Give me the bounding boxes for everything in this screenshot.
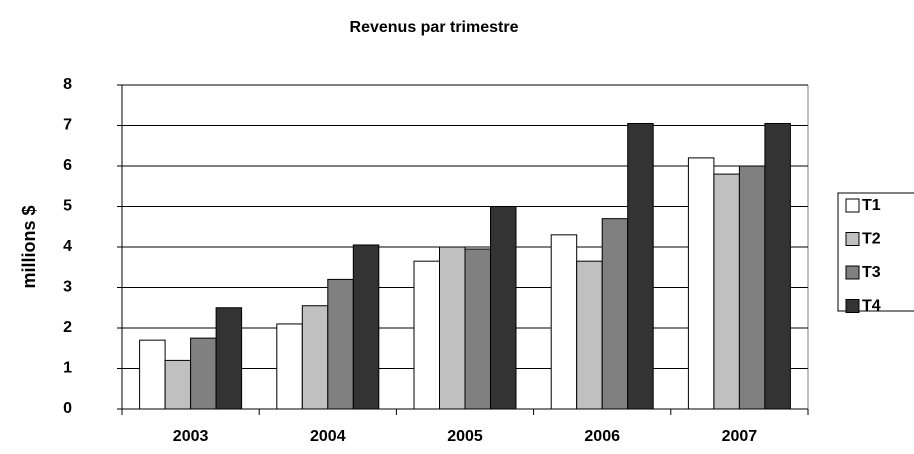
bar (738, 165, 766, 410)
bar (190, 337, 217, 410)
bar (713, 173, 740, 410)
bar (490, 206, 517, 410)
y-tick-label: 2 (63, 319, 72, 336)
y-tick-label: 1 (63, 360, 72, 377)
bar (764, 122, 791, 410)
bar (576, 260, 603, 410)
bar (301, 305, 329, 410)
bar (352, 244, 380, 410)
y-tick-label: 3 (63, 279, 72, 296)
x-tick-label: 2004 (310, 428, 346, 445)
x-tick-label: 2007 (722, 428, 758, 445)
bar (601, 218, 629, 410)
bar (164, 359, 192, 410)
x-tick-label: 2006 (584, 428, 620, 445)
bar (627, 122, 654, 410)
legend-swatch (845, 198, 860, 213)
legend-box (837, 192, 914, 312)
bar (139, 339, 166, 410)
legend-label: T4 (862, 298, 881, 315)
legend-swatch (845, 265, 860, 280)
legend-label: T2 (862, 231, 881, 248)
bar (550, 234, 578, 410)
y-tick-label: 6 (63, 157, 72, 174)
y-tick-label: 8 (63, 76, 72, 93)
x-tick-label: 2003 (173, 428, 209, 445)
legend-label: T3 (862, 264, 881, 281)
bar (413, 260, 440, 410)
y-tick-label: 4 (63, 238, 72, 255)
bar (439, 246, 466, 410)
y-tick-label: 0 (63, 400, 72, 417)
y-tick-label: 5 (63, 198, 72, 215)
bar (687, 157, 715, 410)
x-tick-label: 2005 (447, 428, 483, 445)
chart-title: Revenus par trimestre (350, 19, 519, 36)
bar (464, 248, 491, 410)
legend-label: T1 (862, 197, 881, 214)
y-tick-label: 7 (63, 117, 72, 134)
legend-swatch (845, 299, 860, 313)
legend-swatch (845, 232, 860, 246)
bar (215, 307, 243, 410)
bar (327, 278, 354, 410)
y-axis-label: millions $ (19, 205, 39, 288)
bar (276, 323, 303, 410)
